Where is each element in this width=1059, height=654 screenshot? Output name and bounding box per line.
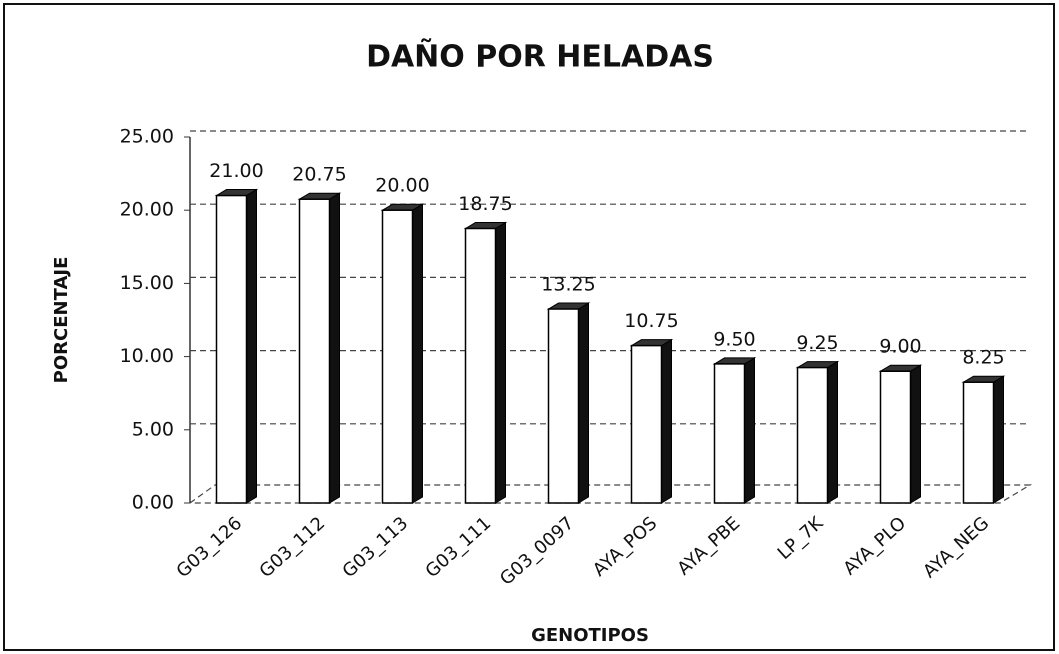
bar (464, 227, 497, 504)
bar-side (827, 360, 838, 504)
bar (796, 366, 829, 504)
bar (630, 344, 663, 504)
value-label: 13.25 (541, 274, 595, 296)
y-tick-label: 10.00 (120, 345, 174, 367)
bar-side (910, 364, 921, 504)
bar (713, 363, 746, 504)
chart-title: DAÑO POR HELADAS (366, 38, 714, 75)
value-label: 8.25 (962, 347, 1004, 369)
value-label: 9.25 (796, 332, 838, 354)
bar-side (578, 302, 589, 504)
value-label: 21.00 (209, 160, 263, 182)
value-label: 10.75 (624, 310, 678, 332)
value-label: 18.75 (458, 193, 512, 215)
value-label: 9.00 (879, 336, 921, 358)
value-label: 20.00 (375, 175, 429, 197)
bar (547, 308, 580, 504)
x-axis-title: GENOTIPOS (531, 625, 649, 646)
y-tick-label: 20.00 (120, 199, 174, 221)
chart-border (3, 3, 1055, 651)
bar-side (993, 375, 1004, 504)
bar (298, 198, 331, 504)
bar (879, 370, 912, 504)
y-axis-title: PORCENTAJE (51, 257, 72, 384)
bar-side (329, 192, 340, 504)
bar (381, 209, 414, 504)
y-tick-label: 5.00 (132, 418, 174, 440)
value-label: 20.75 (292, 164, 346, 186)
bar-side (495, 221, 506, 504)
bar-side (246, 188, 257, 504)
bar-side (412, 203, 423, 504)
y-tick-label: 25.00 (120, 126, 174, 148)
bar (215, 194, 248, 504)
value-label: 9.50 (713, 328, 755, 350)
bar (962, 381, 995, 504)
y-tick-label: 15.00 (120, 272, 174, 294)
y-tick-label: 0.00 (132, 492, 174, 514)
bar-side (744, 357, 755, 504)
bar-side (661, 338, 672, 504)
